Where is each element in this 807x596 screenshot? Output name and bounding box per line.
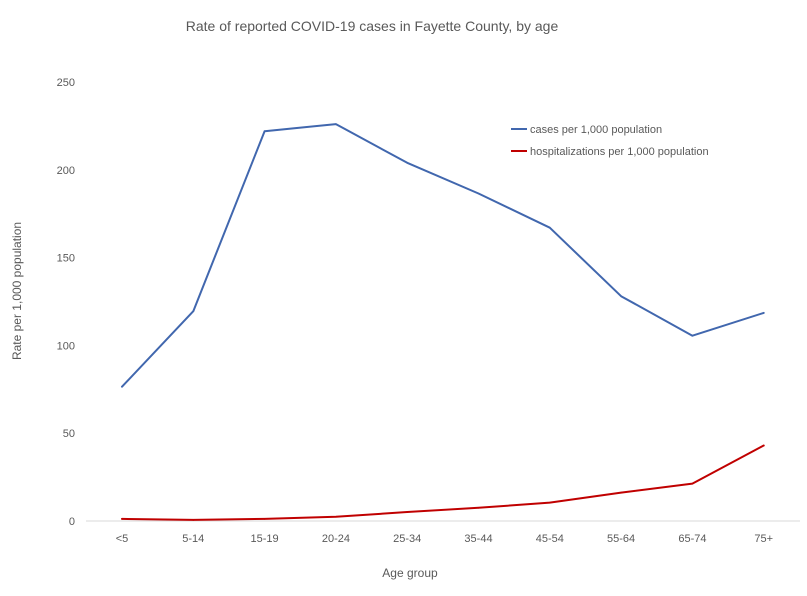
data-point [263,518,266,520]
legend: cases per 1,000 population hospitalizatio… [511,124,709,158]
x-tick-label: 65-74 [678,533,706,545]
data-point [762,444,765,447]
y-axis-ticks: 0 50 100 150 200 250 [57,77,75,528]
data-point [263,130,266,132]
y-tick-label: 250 [57,77,75,89]
x-tick-label: 55-64 [607,533,635,545]
legend-label-hospitalizations: hospitalizations per 1,000 population [530,146,709,158]
data-point [192,519,195,521]
y-tick-label: 100 [57,340,75,352]
y-axis-label: Rate per 1,000 population [10,222,24,360]
x-tick-label: <5 [116,533,129,545]
y-tick-label: 200 [57,165,75,177]
legend-label-cases: cases per 1,000 population [530,124,662,136]
data-point [121,385,123,388]
data-point [691,482,694,485]
y-tick-label: 50 [63,428,75,440]
data-point [335,515,337,518]
x-axis-ticks: <5 5-14 15-19 20-24 25-34 35-44 45-54 55-64 65-7… [116,533,773,545]
data-point [762,312,765,314]
data-point [620,491,622,494]
y-tick-label: 0 [69,516,75,528]
x-tick-label: 5-14 [182,533,204,545]
data-point [121,518,123,520]
series-line-hospitalizations [121,444,765,521]
data-point [477,507,480,509]
x-tick-label: 25-34 [393,533,421,545]
y-tick-label: 150 [57,253,75,265]
x-tick-label: 35-44 [464,533,492,545]
data-point [549,226,551,229]
data-point [691,334,694,337]
data-point [620,295,622,298]
series-line-cases [121,123,765,388]
x-tick-label: 75+ [754,533,773,545]
x-tick-label: 15-19 [251,533,279,545]
x-axis-label: Age group [382,566,438,580]
data-point [549,501,551,504]
chart-title: Rate of reported COVID-19 cases in Fayet… [186,18,559,34]
data-point [192,310,195,312]
data-point [406,511,409,513]
x-tick-label: 20-24 [322,533,350,545]
data-point [335,123,337,125]
data-point [477,192,480,195]
data-point [406,161,409,164]
series-layer [121,123,765,521]
x-tick-label: 45-54 [536,533,564,545]
